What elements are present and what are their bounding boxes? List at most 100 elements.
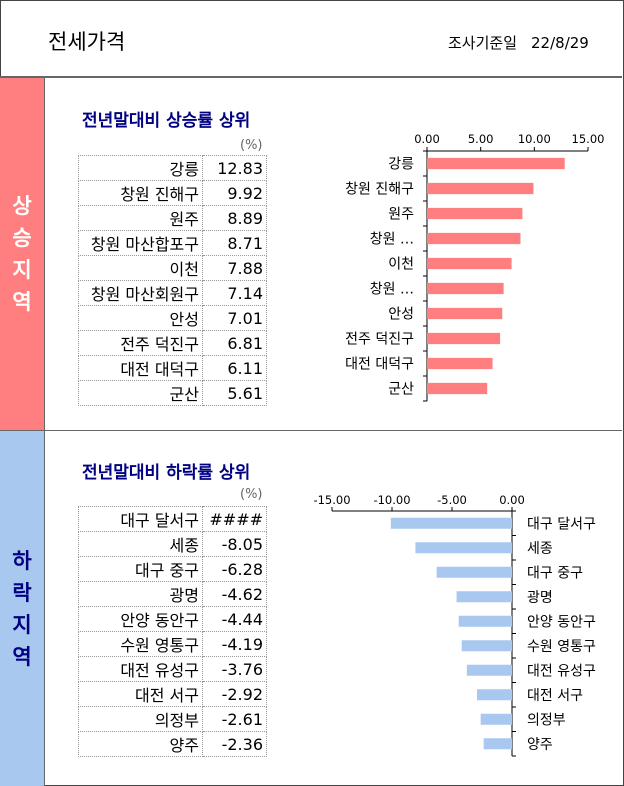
- rate-value: -8.05: [202, 531, 267, 557]
- table-row: 원주 8.89: [78, 205, 267, 231]
- table-row: 양주 -2.36: [78, 731, 267, 757]
- rise-bar: [427, 382, 488, 395]
- rate-value: -2.61: [202, 706, 267, 732]
- page-title: 전세가격: [48, 30, 126, 54]
- rise-label-char: 승: [12, 226, 32, 250]
- fall-section-title: 전년말대비 하락률 상위: [82, 463, 251, 483]
- table-row: 이천 7.88: [78, 255, 267, 281]
- fall-category-label: 수원 영통구: [527, 639, 596, 655]
- rate-value: 7.14: [202, 280, 267, 306]
- rise-category-label: 창원 진해구: [345, 182, 414, 198]
- region-name: 의정부: [78, 706, 203, 732]
- table-row: 창원 마산회원구 7.14: [78, 280, 267, 306]
- fall-tick-label: -10.00: [373, 493, 410, 507]
- rise-tick-label: 10.00: [518, 132, 551, 146]
- fall-label-char: 지: [12, 612, 32, 637]
- rise-bar: [427, 332, 501, 345]
- fall-tick-label: -15.00: [313, 493, 350, 507]
- rise-category-label: 군산: [388, 382, 414, 398]
- rate-value: -4.44: [202, 606, 267, 632]
- survey-label: 조사기준일: [448, 34, 518, 52]
- fall-tick-label: -5.00: [437, 493, 467, 507]
- table-row: 대구 중구 -6.28: [78, 556, 267, 582]
- table-row: 안양 동안구 -4.44: [78, 606, 267, 632]
- rise-section-title: 전년말대비 상승률 상위: [82, 111, 251, 131]
- survey-date: 22/8/29: [531, 34, 589, 52]
- region-name: 대전 유성구: [78, 656, 203, 682]
- rate-value: 8.89: [202, 205, 267, 231]
- fall-bar: [456, 591, 512, 603]
- rise-category-label: 대전 대덕구: [345, 357, 414, 373]
- rise-unit-label: (%): [240, 138, 263, 153]
- rise-category-label: 이천: [388, 257, 414, 273]
- fall-bar: [415, 542, 512, 554]
- rise-label-char: 역: [12, 290, 32, 314]
- rise-tick-label: 15.00: [572, 132, 605, 146]
- fall-category-label: 대전 유성구: [527, 663, 596, 679]
- fall-label-char: 역: [12, 644, 32, 669]
- rise-category-label: 전주 덕진구: [345, 332, 414, 348]
- fall-tick-label: 0.00: [499, 493, 525, 507]
- fall-bar: [483, 738, 512, 750]
- rise-bar: [427, 232, 521, 245]
- table-row: 수원 영통구 -4.19: [78, 631, 267, 657]
- survey-date-info: 조사기준일 22/8/29: [448, 32, 589, 53]
- region-name: 이천: [78, 255, 203, 281]
- rise-bar: [427, 157, 565, 170]
- fall-category-label: 대전 서구: [527, 688, 583, 704]
- region-name: 창원 마산회원구: [78, 280, 203, 306]
- region-name: 창원 진해구: [78, 180, 203, 206]
- table-row: 전주 덕진구 6.81: [78, 330, 267, 356]
- rise-category-label: 창원 …: [370, 232, 414, 248]
- fall-bar: [461, 640, 512, 652]
- rise-category-label: 원주: [388, 207, 414, 223]
- table-row: 광명 -4.62: [78, 581, 267, 607]
- rise-category-label: 안성: [388, 307, 414, 323]
- fall-bar: [480, 713, 512, 725]
- rate-value: 7.88: [202, 255, 267, 281]
- section-divider: [0, 430, 622, 431]
- rise-tick-label: 5.00: [468, 132, 494, 146]
- fall-label-char: 락: [12, 580, 32, 605]
- rise-bar: [427, 182, 534, 195]
- rise-bar: [427, 282, 504, 295]
- table-row: 의정부 -2.61: [78, 706, 267, 732]
- rise-label-char: 지: [12, 258, 32, 282]
- rate-value: 12.83: [202, 155, 267, 181]
- rise-bar: [427, 257, 512, 270]
- region-name: 대전 대덕구: [78, 355, 203, 381]
- fall-unit-label: (%): [240, 487, 263, 502]
- region-name: 안양 동안구: [78, 606, 203, 632]
- fall-bar: [466, 664, 512, 676]
- table-row: 대전 대덕구 6.11: [78, 355, 267, 381]
- region-name: 대구 달서구: [78, 506, 203, 532]
- rise-label-char: 상: [12, 194, 32, 218]
- region-name: 대전 서구: [78, 681, 203, 707]
- rise-tick-label: 0.00: [414, 132, 440, 146]
- rise-bar: [427, 307, 503, 320]
- rate-value: -3.76: [202, 656, 267, 682]
- region-name: 세종: [78, 531, 203, 557]
- rise-region-label: 상 승 지 역: [0, 78, 45, 430]
- rate-value: ####: [202, 506, 267, 532]
- region-name: 원주: [78, 205, 203, 231]
- table-row: 군산 5.61: [78, 380, 267, 406]
- rate-value: -4.62: [202, 581, 267, 607]
- fall-table: 대구 달서구 #### 세종 -8.05 대구 중구 -6.28 광명 -4.62 안양…: [78, 506, 267, 757]
- table-row: 대구 달서구 ####: [78, 506, 267, 532]
- table-row: 대전 유성구 -3.76: [78, 656, 267, 682]
- fall-category-label: 안양 동안구: [527, 614, 596, 630]
- region-name: 수원 영통구: [78, 631, 203, 657]
- rate-value: 5.61: [202, 380, 267, 406]
- fall-category-label: 광명: [527, 590, 553, 606]
- table-row: 세종 -8.05: [78, 531, 267, 557]
- fall-category-label: 대구 중구: [527, 565, 583, 581]
- rise-bar: [427, 207, 523, 220]
- fall-label-char: 하: [12, 548, 32, 573]
- rise-category-label: 창원 …: [370, 282, 414, 298]
- rise-category-label: 강릉: [388, 157, 414, 173]
- fall-category-label: 대구 달서구: [527, 516, 596, 532]
- fall-bar: [390, 517, 512, 529]
- fall-bar: [458, 615, 512, 627]
